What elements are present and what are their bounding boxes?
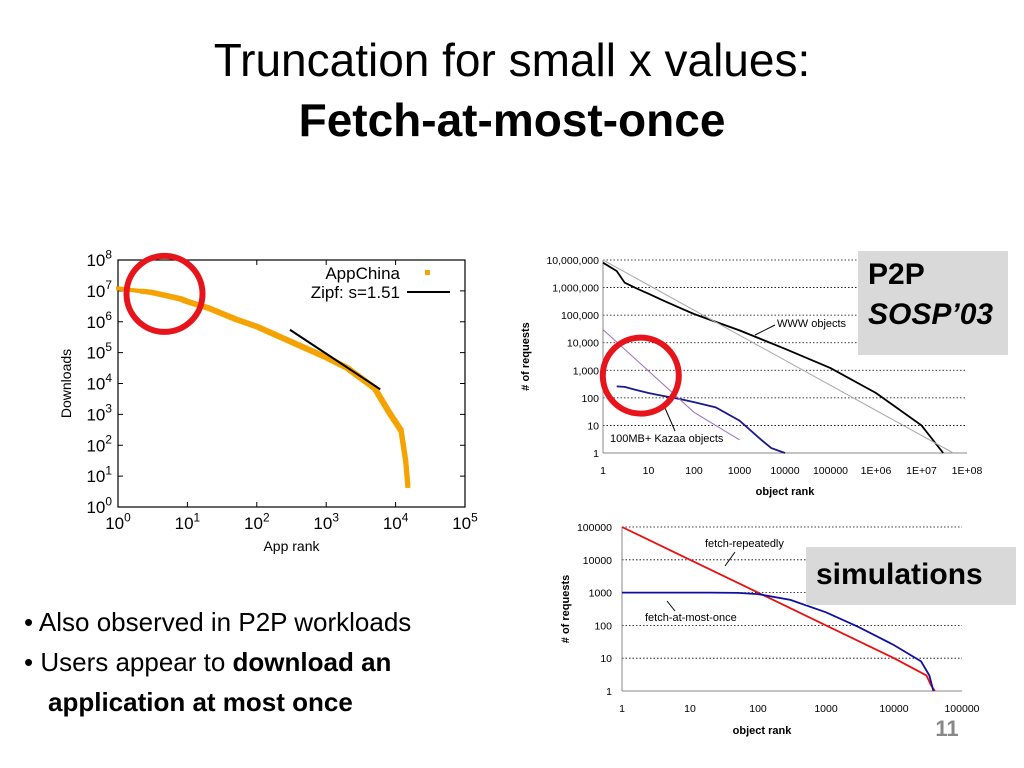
- x-tick-label: 10: [643, 465, 655, 477]
- x-tick-label: 1E+06: [861, 465, 892, 477]
- y-tick-label: 1: [606, 686, 612, 698]
- x-tick-label: 100: [685, 465, 703, 477]
- title-line-2: Fetch-at-most-once: [298, 94, 726, 146]
- annotation-fetch-repeatedly: fetch-repeatedly: [705, 538, 784, 550]
- y-tick-label: 10: [587, 420, 599, 432]
- x-tick-label: 10: [684, 703, 696, 715]
- y-tick-label: 100000: [577, 522, 612, 534]
- y-tick-label: 103: [86, 402, 112, 425]
- annotation-arrow: [724, 551, 736, 567]
- y-tick-label: 100: [594, 620, 612, 632]
- annotation-arrow: [754, 324, 776, 336]
- title-line-1: Truncation for small x values:: [213, 34, 811, 86]
- x-tick-label: 100000: [813, 465, 848, 477]
- x-tick-label: 1E+07: [906, 465, 937, 477]
- bullet-list: • Also observed in P2P workloads • Users…: [24, 602, 411, 722]
- x-axis-label: object rank: [756, 486, 816, 498]
- annotation-fetch-at-most-once: fetch-at-most-once: [645, 612, 737, 624]
- y-axis-label: Downloads: [58, 349, 74, 418]
- sosp-label: SOSP’03: [868, 298, 994, 331]
- slide-number: 11: [935, 716, 959, 741]
- x-tick-label: 101: [175, 510, 201, 533]
- x-tick-label: 105: [452, 510, 478, 533]
- zipf-line: [289, 328, 381, 391]
- series-line: [602, 261, 944, 454]
- bullet-bold-text: download an: [232, 647, 392, 677]
- y-tick-label: 10,000,000: [546, 255, 599, 267]
- series-line: [622, 591, 935, 692]
- highlight-circle: [599, 334, 682, 417]
- y-tick-label: 1,000: [573, 365, 599, 377]
- simulation-chart: 1 10 100 1000 10000 100000 1 10 100 1000 10000 1000…: [560, 522, 980, 737]
- series-line: [621, 526, 936, 692]
- highlight-circle: [123, 252, 206, 335]
- annotation-kazaa: 100MB+ Kazaa objects: [610, 433, 724, 445]
- bullet-text: Users appear to: [40, 647, 233, 677]
- y-tick-label: 1000: [589, 588, 613, 600]
- x-tick-label: 100: [749, 703, 767, 715]
- simulations-label: simulations: [816, 558, 983, 591]
- y-tick-label: 10: [600, 653, 612, 665]
- appchina-chart: 100 101 102 103 104 105 100 101 102 103 104 105 106 1…: [58, 247, 478, 554]
- y-tick-label: 102: [86, 433, 112, 456]
- y-tick-label: 100: [581, 393, 599, 405]
- y-tick-label: 101: [86, 463, 112, 486]
- series-line: [616, 385, 786, 454]
- p2p-chart: 1 10 100 1,000 10,000 100,000 1,000,000 10,000,…: [520, 255, 983, 498]
- x-tick-label: 10000: [770, 465, 799, 477]
- y-tick-label: 10000: [583, 555, 612, 567]
- bullet-bold-text: application at most once: [48, 687, 353, 717]
- x-tick-label: 1: [619, 703, 625, 715]
- bullet-text: Also observed in P2P workloads: [38, 607, 412, 637]
- x-tick-label: 100000: [944, 703, 979, 715]
- y-tick-label: 100,000: [561, 310, 599, 322]
- bullet-item: • Users appear to download an: [24, 647, 392, 677]
- annotation-www: WWW objects: [777, 318, 847, 330]
- y-tick-label: 107: [86, 278, 112, 301]
- y-axis-label: # of requests: [560, 575, 572, 643]
- series-line: [602, 329, 740, 441]
- p2p-label-box: P2P SOSP’03: [858, 251, 1008, 355]
- annotation-arrow: [664, 407, 676, 432]
- x-axis-label: object rank: [733, 725, 793, 737]
- y-tick-label: 1: [593, 448, 599, 460]
- legend-marker-appchina: [425, 270, 430, 275]
- legend-label-zipf: Zipf: s=1.51: [311, 283, 400, 302]
- y-tick-label: 1,000,000: [552, 283, 599, 295]
- y-tick-label: 105: [86, 340, 112, 363]
- bullet-item: • Also observed in P2P workloads: [24, 607, 412, 637]
- x-tick-label: 10000: [879, 703, 908, 715]
- simulations-label-box: simulations: [806, 547, 1016, 605]
- p2p-label: P2P: [868, 258, 925, 291]
- bullet-item-continued: application at most once: [24, 682, 411, 722]
- y-tick-label: 100: [86, 494, 112, 517]
- y-tick-label: 104: [86, 371, 112, 394]
- x-tick-label: 1000: [814, 703, 838, 715]
- annotation-arrow: [666, 600, 676, 612]
- y-tick-label: 108: [86, 247, 112, 270]
- x-tick-label: 1000: [728, 465, 752, 477]
- slide-title: Truncation for small x values: Fetch-at-…: [0, 30, 1024, 150]
- x-tick-label: 103: [313, 510, 339, 533]
- x-tick-label: 100: [105, 510, 131, 533]
- x-tick-label: 102: [244, 510, 270, 533]
- x-tick-label: 1E+08: [952, 465, 983, 477]
- y-tick-label: 10,000: [567, 338, 599, 350]
- y-tick-label: 106: [86, 309, 112, 332]
- y-axis-label: # of requests: [520, 322, 532, 390]
- series-line: [602, 259, 954, 454]
- x-axis-label: App rank: [263, 538, 320, 554]
- x-tick-label: 104: [383, 510, 409, 533]
- appchina-point: [405, 482, 411, 488]
- legend-label-appchina: AppChina: [325, 264, 400, 283]
- x-tick-label: 1: [600, 465, 606, 477]
